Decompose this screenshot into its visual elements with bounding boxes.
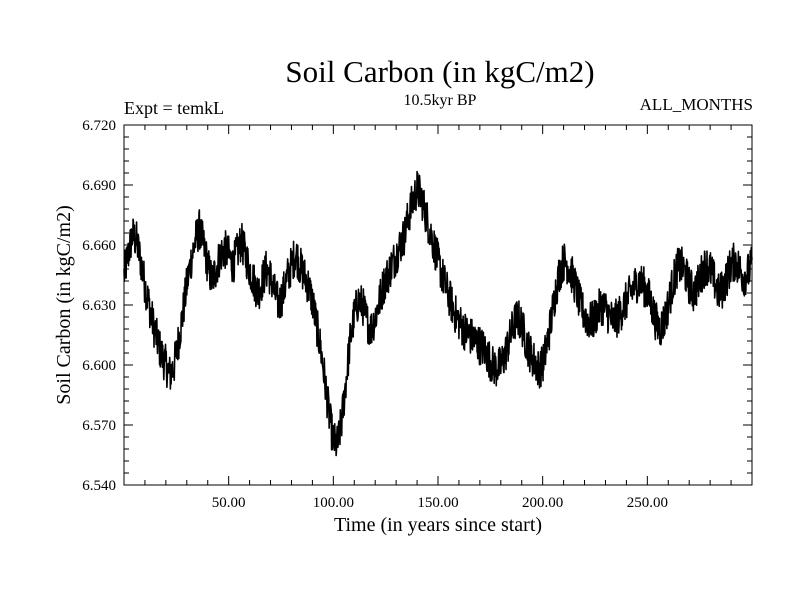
- y-tick-label: 6.630: [82, 298, 116, 314]
- y-tick-label: 6.570: [82, 418, 116, 434]
- chart-title: Soil Carbon (in kgC/m2): [285, 54, 595, 89]
- months-label: ALL_MONTHS: [639, 95, 753, 114]
- x-axis-label: Time (in years since start): [334, 514, 542, 536]
- plot-layer: [123, 170, 753, 457]
- y-tick-label: 6.690: [82, 178, 116, 194]
- y-tick-label: 6.720: [82, 118, 116, 134]
- y-tick-label: 6.600: [82, 358, 116, 374]
- y-tick-label: 6.660: [82, 238, 116, 254]
- chart-subtitle: 10.5kyr BP: [403, 92, 477, 109]
- x-tick-label: 250.00: [627, 495, 668, 511]
- y-axis-label: Soil Carbon (in kgC/m2): [53, 205, 75, 404]
- series-line: [123, 170, 753, 457]
- ticks-layer: 50.00 100.00 150.00 200.00 250.00 6.540 6.570 6…: [82, 118, 752, 511]
- x-tick-label: 150.00: [417, 495, 458, 511]
- x-tick-label: 50.00: [212, 495, 246, 511]
- x-tick-label: 200.00: [522, 495, 563, 511]
- x-tick-label: 100.00: [313, 495, 354, 511]
- plot-frame: [123, 124, 753, 486]
- y-tick-label: 6.540: [82, 478, 116, 494]
- experiment-label: Expt = temkL: [124, 98, 225, 118]
